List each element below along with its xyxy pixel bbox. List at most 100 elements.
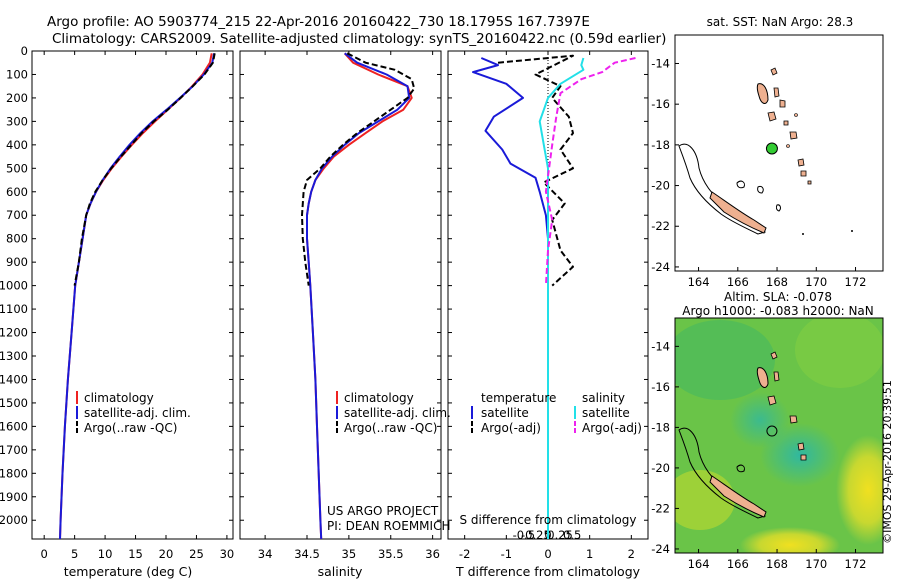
x-tick-label: -2 — [459, 547, 470, 561]
sla-blob — [730, 392, 790, 448]
legend-label-satellite-clim: satellite-adj. clim. — [344, 406, 451, 420]
project-annotation-line1: US ARGO PROJECT — [327, 504, 439, 518]
lat-tick-label: -14 — [651, 339, 670, 353]
depth-tick-label: 300 — [6, 114, 28, 128]
depth-tick-label: 1600 — [0, 419, 28, 433]
sla-field — [675, 318, 883, 553]
x-tick-label: 2 — [628, 547, 635, 561]
top-x-tick-label: 0.25 — [547, 528, 573, 542]
x-tick-label: 36 — [425, 547, 440, 561]
lon-tick-label: 164 — [688, 557, 710, 571]
difference-xlabel: T difference from climatology — [455, 564, 641, 579]
depth-tick-label: 500 — [6, 161, 28, 175]
sla-map-frame — [674, 317, 884, 554]
small-island — [802, 233, 804, 235]
x-tick-label: 35.5 — [378, 547, 404, 561]
depth-tick-label: 800 — [6, 232, 28, 246]
depth-tick-label: 1800 — [0, 466, 28, 480]
sla-blob — [740, 527, 840, 553]
depth-tick-label: 1400 — [0, 372, 28, 386]
lon-tick-label: 164 — [688, 275, 710, 289]
sst-map-title: sat. SST: NaN Argo: 28.3 — [707, 15, 854, 29]
sst-map-ticks: 164 166 168 170 172 -14 -16 -18 -20 -22 -24 — [651, 56, 866, 289]
x-tick-label: 25 — [189, 547, 204, 561]
x-tick-label: 1 — [586, 547, 593, 561]
legend-label-temp-satellite: satellite — [481, 406, 529, 420]
small-island — [794, 113, 798, 117]
new-caledonia-main-island — [709, 475, 767, 518]
depth-tick-label: 1500 — [0, 396, 28, 410]
salinity-xlabel: salinity — [318, 564, 363, 579]
lon-tick-label: 168 — [766, 557, 788, 571]
series-argo-raw-qc — [73, 53, 216, 286]
banks-island — [770, 67, 778, 76]
depth-tick-label: 1000 — [0, 279, 28, 293]
malekula-island — [767, 395, 777, 406]
difference-top-xlabel: S difference from climatology — [460, 513, 637, 527]
lon-tick-label: 170 — [805, 557, 827, 571]
depth-tick-label: 1300 — [0, 349, 28, 363]
top-x-tick-label: -0.25 — [521, 528, 551, 542]
depth-tick-label: 2000 — [0, 513, 28, 527]
x-tick-label: 34 — [258, 547, 273, 561]
header-line1: Argo profile: AO 5903774_215 22-Apr-2016… — [47, 14, 590, 30]
temperature-xlabel: temperature (deg C) — [64, 564, 193, 579]
depth-tick-label: 1700 — [0, 443, 28, 457]
epi-island — [783, 120, 789, 126]
lat-tick-label: -20 — [651, 179, 670, 193]
salinity-frame — [239, 50, 442, 540]
maewo-island — [773, 87, 780, 98]
lat-tick-label: -18 — [651, 138, 670, 152]
temperature-legend: climatology satellite-adj. clim. Argo(..… — [76, 391, 191, 435]
depth-tick-label: 1100 — [0, 302, 28, 316]
sla-map-title-line2: Argo h1000: -0.083 h2000: NaN — [682, 304, 874, 318]
efate-island — [789, 415, 798, 424]
loyalty-island-3 — [775, 204, 781, 212]
legend-title-temperature: temperature — [481, 391, 556, 405]
series-salinity-argo-adj — [544, 57, 636, 286]
profile-location-marker — [765, 142, 778, 155]
x-tick-label: 35 — [342, 547, 357, 561]
legend-label-argo: Argo(..raw -QC) — [344, 421, 437, 435]
lon-tick-label: 172 — [845, 275, 867, 289]
x-tick-label: 15 — [128, 547, 143, 561]
salinity-legend: climatology satellite-adj. clim. Argo(..… — [336, 391, 451, 435]
depth-tick-label: 700 — [6, 208, 28, 222]
erromango-island — [797, 158, 805, 167]
lat-tick-label: -22 — [651, 501, 670, 515]
salinity-panel: 34 34.5 35 35.5 36 salinity climatology sate… — [239, 50, 451, 579]
lon-tick-label: 168 — [766, 275, 788, 289]
salinity-x-axis: 34 34.5 35 35.5 36 — [258, 51, 440, 561]
sla-blob — [836, 435, 883, 545]
temperature-series — [59, 53, 216, 540]
tanna-island — [800, 454, 807, 461]
series-satellite-adj-clim — [306, 52, 411, 540]
series-temperature-satellite — [472, 57, 549, 539]
lat-tick-label: -14 — [651, 56, 670, 70]
header-line2: Climatology: CARS2009. Satellite-adjuste… — [52, 31, 666, 47]
series-satellite-adj-clim — [59, 53, 216, 540]
temperature-x-axis: 0 5 10 15 20 25 30 — [41, 51, 235, 561]
difference-depth-ticks — [448, 50, 648, 521]
lat-tick-label: -24 — [651, 260, 670, 274]
lon-tick-label: 166 — [727, 557, 749, 571]
depth-tick-label: 900 — [6, 255, 28, 269]
legend-label-argo: Argo(..raw -QC) — [84, 421, 177, 435]
loyalty-island-2 — [757, 186, 764, 194]
sla-map-ticks: 164 166 168 170 172 -14 -16 -18 -20 -22 -24 — [651, 339, 866, 571]
profile-location-marker — [766, 425, 778, 437]
legend-label-satellite-clim: satellite-adj. clim. — [84, 406, 191, 420]
depth-tick-label: 400 — [6, 138, 28, 152]
new-caledonia-north-outline — [678, 427, 766, 519]
x-tick-label: 5 — [71, 547, 78, 561]
x-tick-label: 30 — [220, 547, 235, 561]
legend-label-temp-argo: Argo(-adj) — [481, 421, 541, 435]
new-caledonia-north-outline — [678, 143, 766, 235]
x-tick-label: -1 — [501, 547, 512, 561]
legend-title-salinity: salinity — [582, 391, 625, 405]
series-temperature-argo-adj — [497, 54, 574, 287]
loyalty-island-1 — [736, 464, 745, 473]
